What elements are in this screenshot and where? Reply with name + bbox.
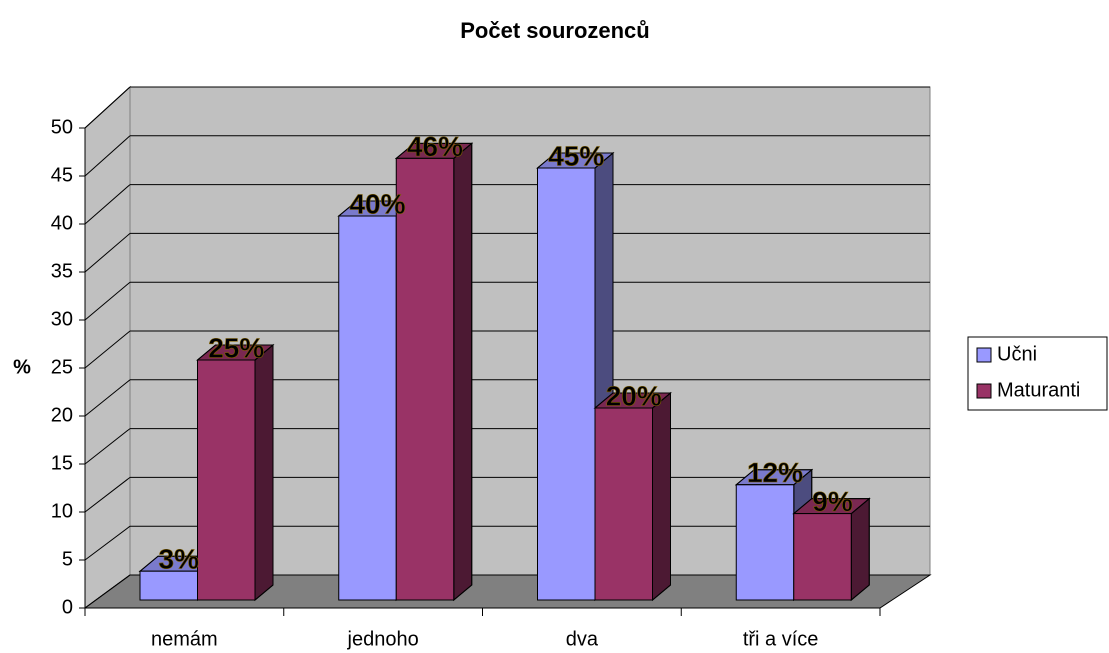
x-tick-label: tři a více	[743, 628, 819, 650]
bar	[338, 215, 397, 601]
y-tick-label: 35	[51, 260, 73, 282]
y-tick-label: 25	[51, 356, 73, 378]
grid-line	[84, 574, 131, 609]
grid-line	[84, 184, 131, 225]
y-tick-label: 20	[51, 404, 73, 426]
y-tick-label: 0	[62, 596, 73, 618]
legend-swatch	[976, 347, 992, 363]
y-tick-label: 15	[51, 452, 73, 474]
side-wall	[84, 85, 131, 609]
legend-label: Učni	[997, 343, 1037, 365]
bar-shade	[652, 391, 671, 602]
bar-shade	[850, 497, 870, 602]
x-tick-label: dva	[566, 628, 599, 650]
bar	[139, 570, 198, 601]
bar	[735, 484, 795, 601]
bar	[793, 513, 852, 601]
grid-line	[84, 330, 131, 369]
data-label: 12%	[747, 457, 803, 488]
x-tick-label: jednoho	[347, 628, 419, 650]
y-tick-label: 40	[51, 212, 73, 234]
bar	[537, 167, 596, 601]
bar	[197, 359, 256, 601]
grid-line	[84, 525, 131, 561]
grid-line	[84, 428, 131, 465]
legend-swatch	[976, 383, 992, 399]
y-tick-label: 10	[51, 500, 73, 522]
y-tick-label: 30	[51, 308, 73, 330]
grid-line	[84, 281, 131, 321]
data-label: 40%	[349, 188, 405, 219]
grid-line	[84, 135, 131, 177]
data-label: 3%	[159, 544, 200, 575]
y-axis-label: %	[13, 356, 31, 378]
data-label: 46%	[407, 131, 463, 162]
data-label: 20%	[606, 380, 662, 411]
grid-line	[84, 477, 131, 513]
grid-line	[84, 379, 131, 417]
legend-label: Maturanti	[997, 379, 1080, 401]
y-tick-label: 5	[62, 548, 73, 570]
bar	[594, 407, 653, 601]
data-label: 25%	[208, 332, 264, 363]
chart-title: Počet sourozenců	[460, 18, 649, 43]
y-tick-label: 45	[51, 164, 73, 186]
x-tick-label: nemám	[151, 628, 218, 650]
data-label: 9%	[812, 486, 853, 517]
data-label: 45%	[548, 140, 604, 171]
bar-shade	[254, 343, 274, 602]
bar-shade	[453, 142, 473, 602]
grid-line	[84, 86, 131, 129]
y-tick-label: 50	[51, 116, 73, 138]
grid-line	[84, 233, 131, 273]
bar	[395, 157, 455, 601]
